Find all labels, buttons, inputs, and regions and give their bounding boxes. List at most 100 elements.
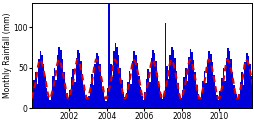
Bar xyxy=(145,79,147,108)
Bar xyxy=(44,76,46,108)
Bar xyxy=(206,60,208,108)
Bar xyxy=(102,89,103,108)
Bar xyxy=(131,61,133,108)
Bar xyxy=(200,93,201,108)
Bar xyxy=(142,100,144,108)
Bar xyxy=(111,77,113,108)
Bar xyxy=(181,90,183,108)
Y-axis label: Monthly Rainfall (mm): Monthly Rainfall (mm) xyxy=(3,13,12,98)
Bar xyxy=(116,47,117,108)
Bar xyxy=(85,95,86,108)
Bar xyxy=(105,101,106,108)
Bar xyxy=(195,85,197,108)
Bar xyxy=(192,60,194,108)
Bar xyxy=(201,80,203,108)
Bar xyxy=(149,82,150,108)
Bar xyxy=(155,61,156,108)
Bar xyxy=(99,64,100,108)
Bar xyxy=(119,68,120,108)
Bar xyxy=(211,62,212,108)
Bar xyxy=(237,94,239,108)
Bar xyxy=(46,88,47,108)
Bar xyxy=(92,85,94,108)
Bar xyxy=(247,56,248,108)
Bar xyxy=(89,84,91,108)
Bar xyxy=(141,96,142,108)
Bar xyxy=(78,53,80,108)
Bar xyxy=(113,51,114,108)
Bar xyxy=(233,85,234,108)
Bar xyxy=(180,98,181,108)
Bar xyxy=(144,92,145,108)
Bar xyxy=(166,66,167,108)
Bar xyxy=(97,56,99,108)
Bar xyxy=(134,55,136,108)
Bar xyxy=(183,77,184,108)
Bar xyxy=(130,84,131,108)
Bar xyxy=(242,85,244,108)
Bar xyxy=(125,93,127,108)
Bar xyxy=(133,51,135,108)
Bar xyxy=(208,51,209,108)
Bar xyxy=(77,50,78,108)
Bar xyxy=(167,79,169,108)
Bar xyxy=(123,97,125,108)
Bar xyxy=(150,58,152,108)
Bar xyxy=(229,60,231,108)
Bar xyxy=(164,23,166,108)
Bar xyxy=(55,80,57,108)
Bar xyxy=(66,93,68,108)
Bar xyxy=(86,99,88,108)
Bar xyxy=(209,54,211,108)
Bar xyxy=(49,100,51,108)
Bar xyxy=(161,99,163,108)
Bar xyxy=(71,77,72,108)
Bar xyxy=(250,77,251,108)
Bar xyxy=(218,91,220,108)
Bar xyxy=(231,72,233,108)
Bar xyxy=(203,71,204,108)
Bar xyxy=(236,99,237,108)
Bar xyxy=(240,72,242,108)
Bar xyxy=(222,68,223,108)
Bar xyxy=(120,80,122,108)
Bar xyxy=(177,83,178,108)
Bar xyxy=(80,61,82,108)
Bar xyxy=(41,55,43,108)
Bar xyxy=(38,60,40,108)
Bar xyxy=(159,94,161,108)
Bar xyxy=(173,58,175,108)
Bar xyxy=(214,86,215,108)
Bar xyxy=(243,62,245,108)
Bar xyxy=(198,99,200,108)
Bar xyxy=(163,95,164,108)
Bar xyxy=(153,53,155,108)
Bar xyxy=(57,55,58,108)
Bar xyxy=(220,78,222,108)
Bar xyxy=(189,49,190,108)
Bar xyxy=(128,71,130,108)
Bar xyxy=(52,76,54,108)
Bar xyxy=(139,87,141,108)
Bar xyxy=(239,82,240,108)
Bar xyxy=(65,84,66,108)
Bar xyxy=(39,51,41,108)
Bar xyxy=(248,64,250,108)
Bar xyxy=(226,48,228,108)
Bar xyxy=(225,58,226,108)
Bar xyxy=(190,52,192,108)
Bar xyxy=(69,90,71,108)
Bar xyxy=(54,68,55,108)
Bar xyxy=(108,3,109,108)
Bar xyxy=(204,83,206,108)
Bar xyxy=(187,57,189,108)
Bar xyxy=(68,98,69,108)
Bar xyxy=(127,82,128,108)
Bar xyxy=(35,72,36,108)
Bar xyxy=(194,72,195,108)
Bar xyxy=(50,93,52,108)
Bar xyxy=(100,77,102,108)
Bar xyxy=(245,53,247,108)
Bar xyxy=(186,80,187,108)
Bar xyxy=(63,72,65,108)
